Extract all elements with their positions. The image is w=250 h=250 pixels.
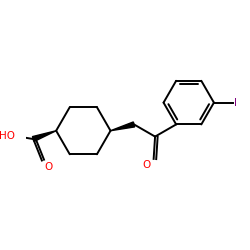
Text: I: I [234, 98, 237, 108]
Text: O: O [142, 160, 150, 170]
Text: O: O [44, 162, 52, 172]
Text: HO: HO [0, 130, 15, 140]
Polygon shape [32, 131, 56, 141]
Polygon shape [110, 122, 135, 131]
